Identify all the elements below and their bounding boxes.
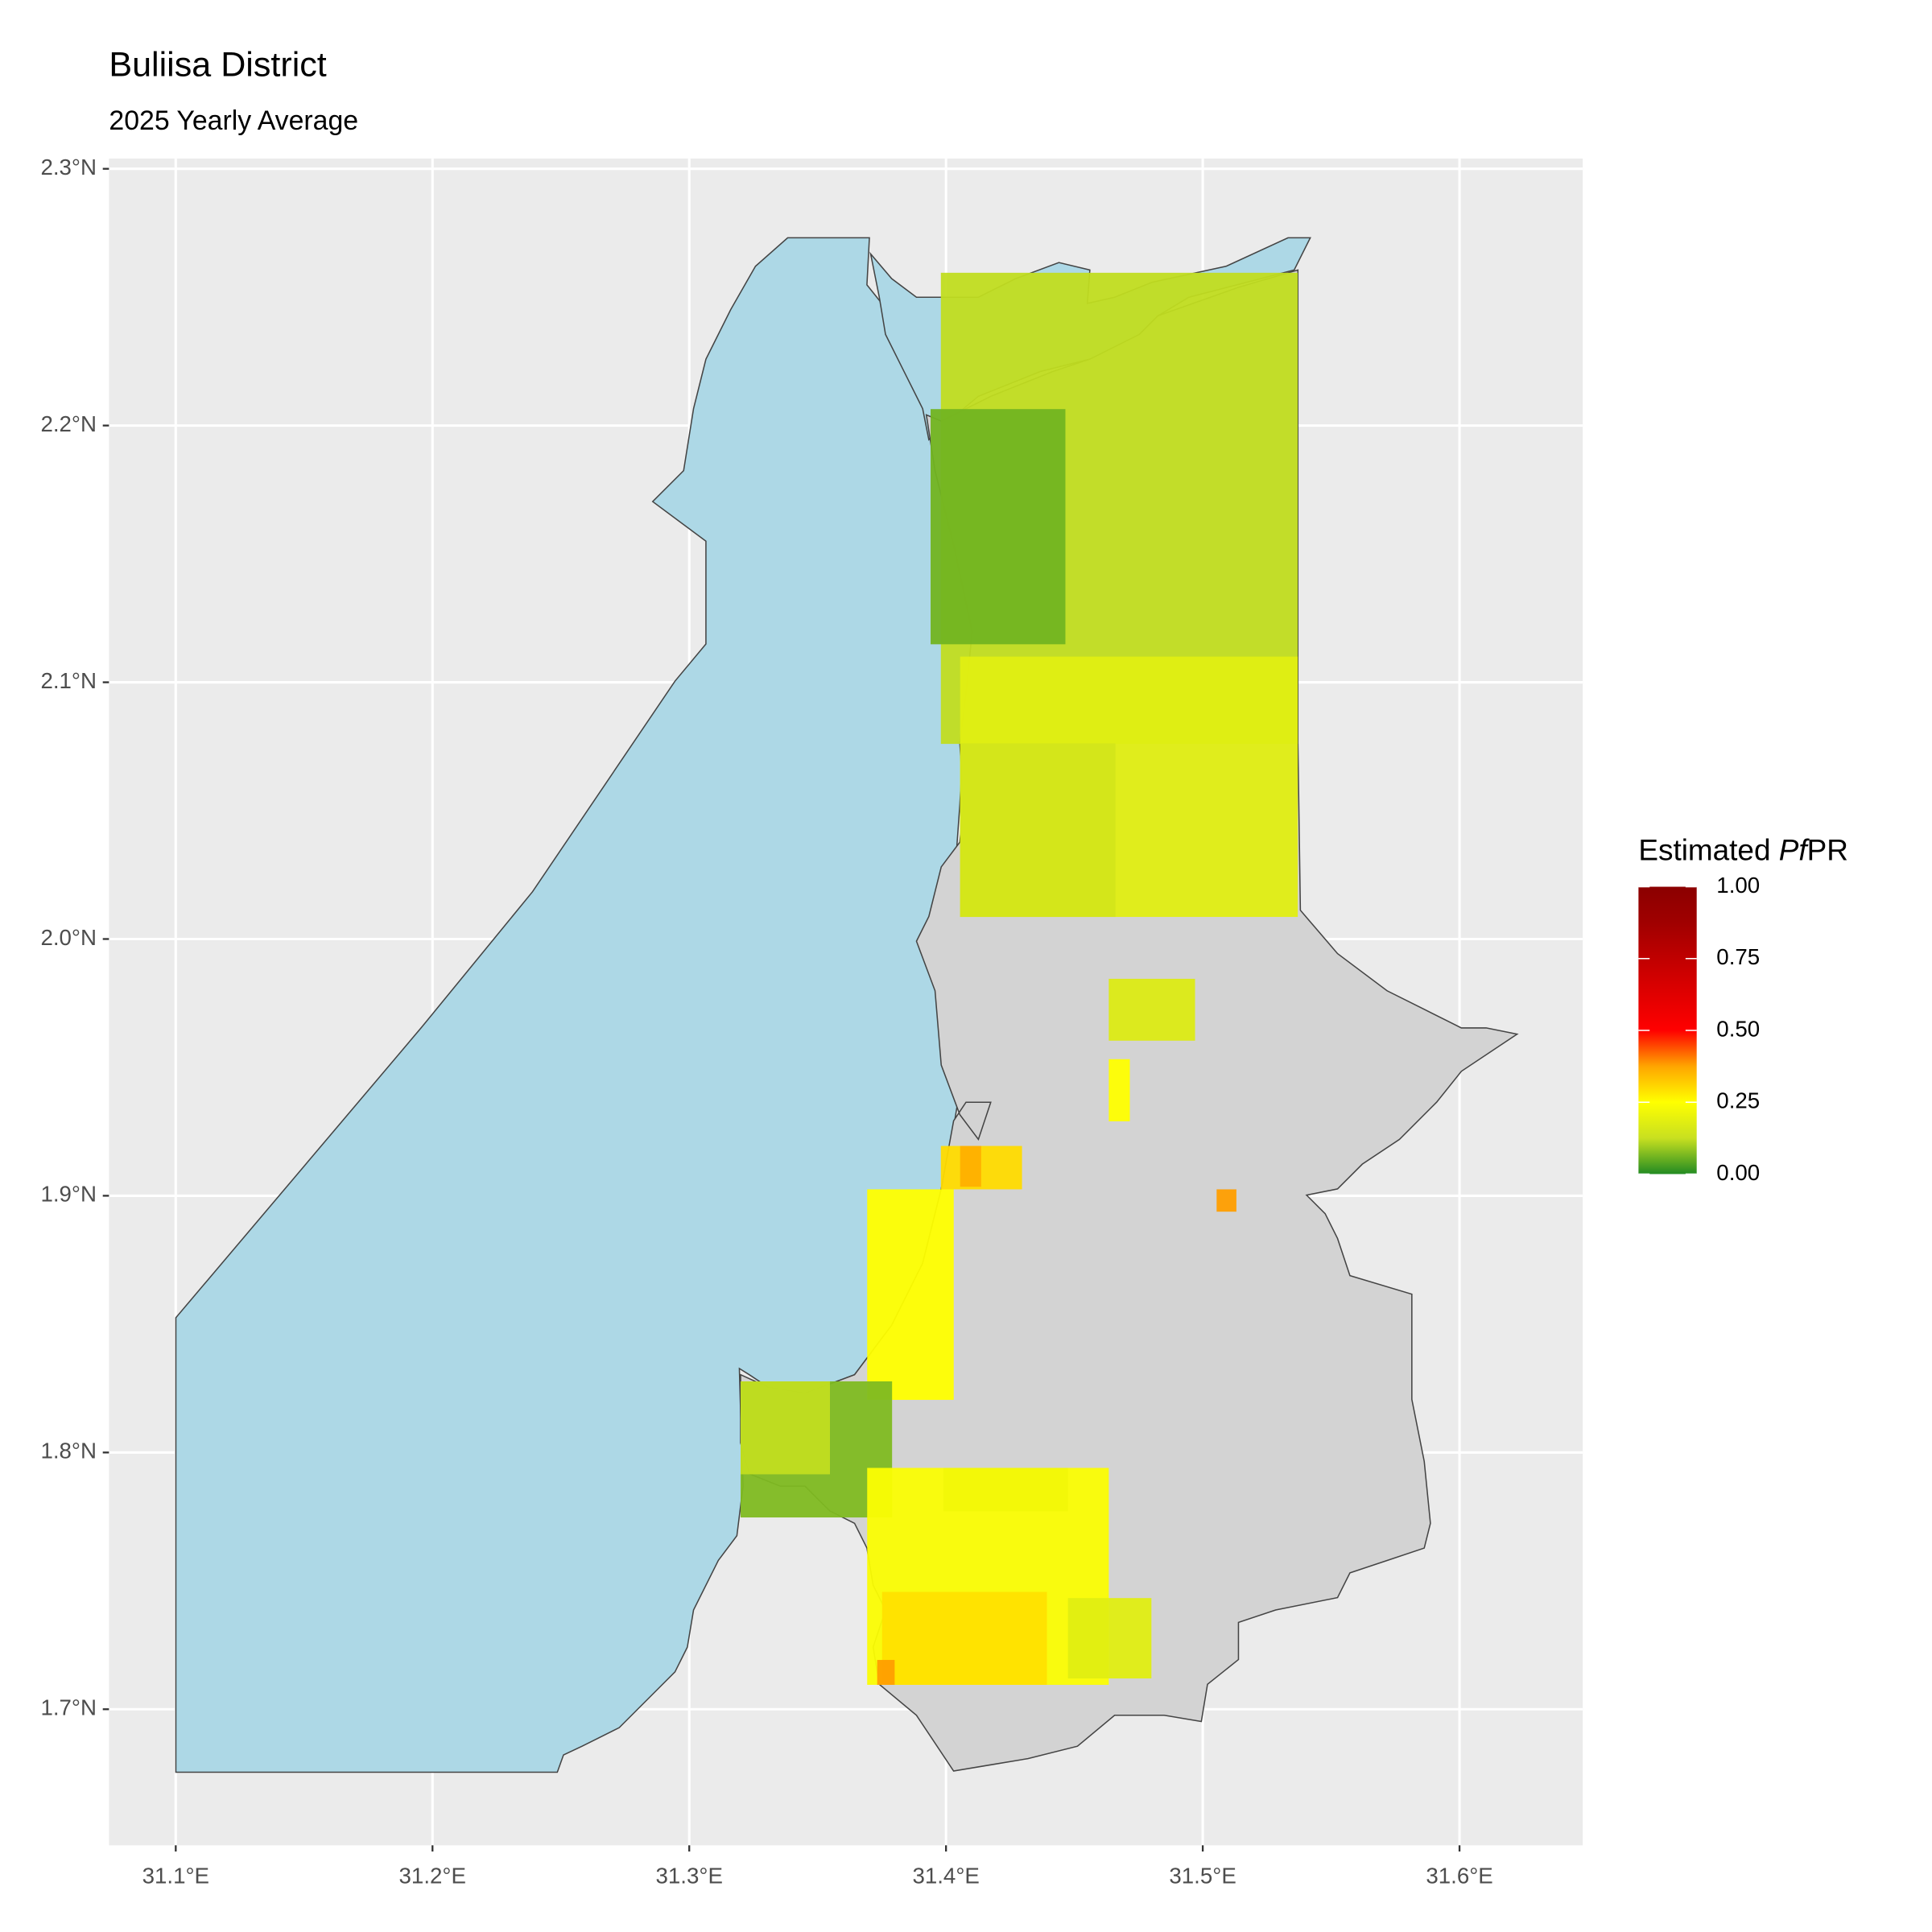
raster-cell <box>1067 1598 1152 1679</box>
raster-cell <box>741 1381 830 1475</box>
raster-cell <box>960 743 1116 918</box>
subtitle: 2025 Yearly Average <box>109 105 358 136</box>
legend-tick-label: 0.75 <box>1716 944 1760 969</box>
raster-cell <box>940 1146 1022 1190</box>
y-tick-label: 1.7°N <box>40 1695 97 1720</box>
legend-title-italic: Pf <box>1779 833 1810 866</box>
x-tick-label: 31.5°E <box>1169 1864 1236 1889</box>
raster-cell <box>943 1468 1068 1512</box>
legend-tick-label: 0.00 <box>1716 1160 1760 1185</box>
y-tick-label: 2.2°N <box>40 411 97 436</box>
legend-title: Estimated PfPR <box>1638 833 1848 866</box>
y-tick-label: 2.0°N <box>40 925 97 950</box>
raster-cell <box>1108 1059 1130 1121</box>
x-tick-label: 31.1°E <box>142 1864 209 1889</box>
legend-tick-label: 0.25 <box>1716 1088 1760 1113</box>
x-tick-label: 31.4°E <box>912 1864 979 1889</box>
title: Buliisa District <box>109 45 326 84</box>
y-tick-label: 2.3°N <box>40 155 97 180</box>
y-tick-label: 2.1°N <box>40 668 97 693</box>
raster-cell <box>960 1146 981 1187</box>
legend-tick-label: 1.00 <box>1716 873 1760 898</box>
raster-cell <box>1108 978 1195 1041</box>
raster-cell <box>877 1660 895 1685</box>
raster-cell <box>1216 1189 1236 1212</box>
y-tick-label: 1.9°N <box>40 1182 97 1207</box>
y-tick-label: 1.8°N <box>40 1439 97 1463</box>
raster-cell <box>867 1189 954 1400</box>
x-tick-label: 31.6°E <box>1426 1864 1492 1889</box>
x-tick-label: 31.3°E <box>655 1864 722 1889</box>
x-tick-label: 31.2°E <box>399 1864 466 1889</box>
raster-cell <box>931 409 1066 645</box>
legend-title-suffix: PR <box>1807 833 1848 866</box>
raster-cell <box>881 1591 1047 1685</box>
legend-title-prefix: Estimated <box>1638 833 1778 866</box>
legend-tick-label: 0.50 <box>1716 1016 1760 1041</box>
